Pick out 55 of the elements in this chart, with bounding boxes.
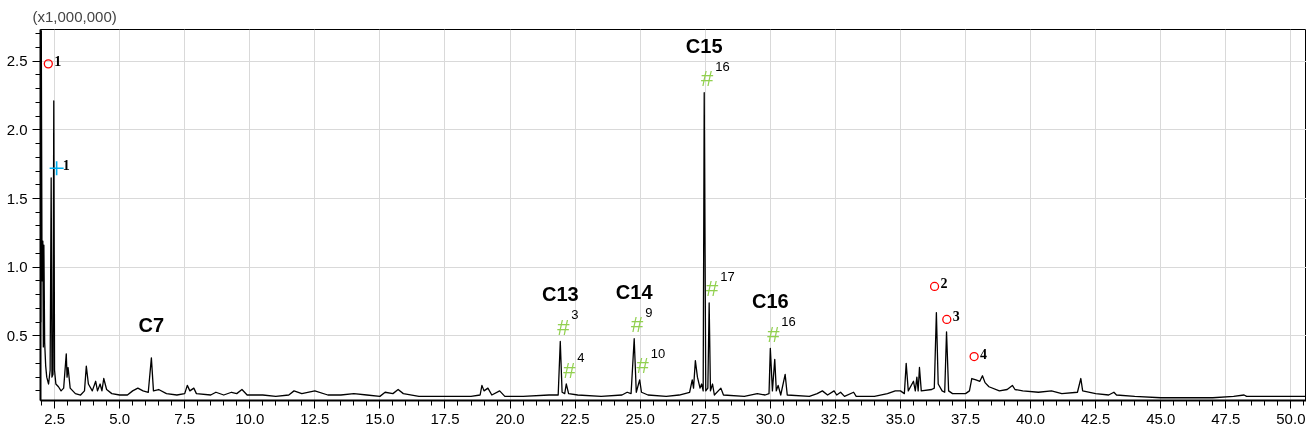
annotation: C15 xyxy=(685,34,723,57)
point xyxy=(929,281,940,292)
annotation: 9 xyxy=(645,304,653,320)
x-tick-label: 50.0 xyxy=(1276,409,1306,427)
point xyxy=(969,351,979,362)
x-tick-label: 22.5 xyxy=(560,409,590,427)
annotation: # xyxy=(636,353,650,379)
y-tick-label: 0.5 xyxy=(6,326,28,344)
annotation: # xyxy=(557,314,571,340)
y-tick-label: 2.5 xyxy=(6,52,28,70)
x-tick-label: 10.0 xyxy=(235,409,265,427)
x-tick-label: 42.5 xyxy=(1081,409,1111,427)
annotation: 1 xyxy=(62,158,70,174)
x-tick-label: 20.0 xyxy=(495,409,525,427)
x-tick-label: 12.5 xyxy=(300,409,330,427)
annotation: # xyxy=(631,312,645,338)
annotation: 10 xyxy=(650,345,666,361)
y-axis-title: (x1,000,000) xyxy=(32,7,117,25)
x-tick-label: 25.0 xyxy=(625,409,655,427)
y-tick-label: 1.5 xyxy=(6,189,28,207)
annotation: 17 xyxy=(720,268,735,284)
annotation: 2 xyxy=(940,276,948,292)
x-tick-label: 5.0 xyxy=(109,409,131,427)
y-tick-label: 2.0 xyxy=(6,120,28,138)
annotation: C13 xyxy=(541,283,579,306)
annotation: 16 xyxy=(715,58,730,74)
x-tick-label: 45.0 xyxy=(1146,409,1176,427)
annotation: C7 xyxy=(138,313,165,336)
x-tick-label: 30.0 xyxy=(755,409,785,427)
point xyxy=(48,160,65,177)
annotation: # xyxy=(563,357,577,383)
x-tick-label: 27.5 xyxy=(690,409,720,427)
x-tick-label: 7.5 xyxy=(174,409,196,427)
point xyxy=(43,59,53,69)
x-tick-label: 35.0 xyxy=(885,409,916,427)
annotation: # xyxy=(701,66,715,92)
point xyxy=(942,314,952,325)
x-tick-label: 37.5 xyxy=(950,409,981,427)
y-tick-label: 1.0 xyxy=(6,258,28,276)
x-tick-label: 40.0 xyxy=(1016,409,1046,427)
annotation: 4 xyxy=(577,350,585,366)
x-tick-label: 2.5 xyxy=(44,409,65,427)
x-tick-label: 32.5 xyxy=(820,409,850,427)
annotation: C16 xyxy=(751,290,789,313)
annotation: 16 xyxy=(781,314,796,330)
annotation: 3 xyxy=(571,307,579,323)
x-tick-label: 15.0 xyxy=(365,409,395,427)
annotation: 1 xyxy=(54,53,62,69)
x-tick-label: 47.5 xyxy=(1211,409,1241,427)
x-tick-label: 17.5 xyxy=(430,409,460,427)
annotation: 3 xyxy=(952,309,960,325)
annotation: 4 xyxy=(980,346,988,362)
annotation: # xyxy=(767,321,781,347)
annotation: C14 xyxy=(615,280,654,303)
annotation: # xyxy=(706,276,720,302)
